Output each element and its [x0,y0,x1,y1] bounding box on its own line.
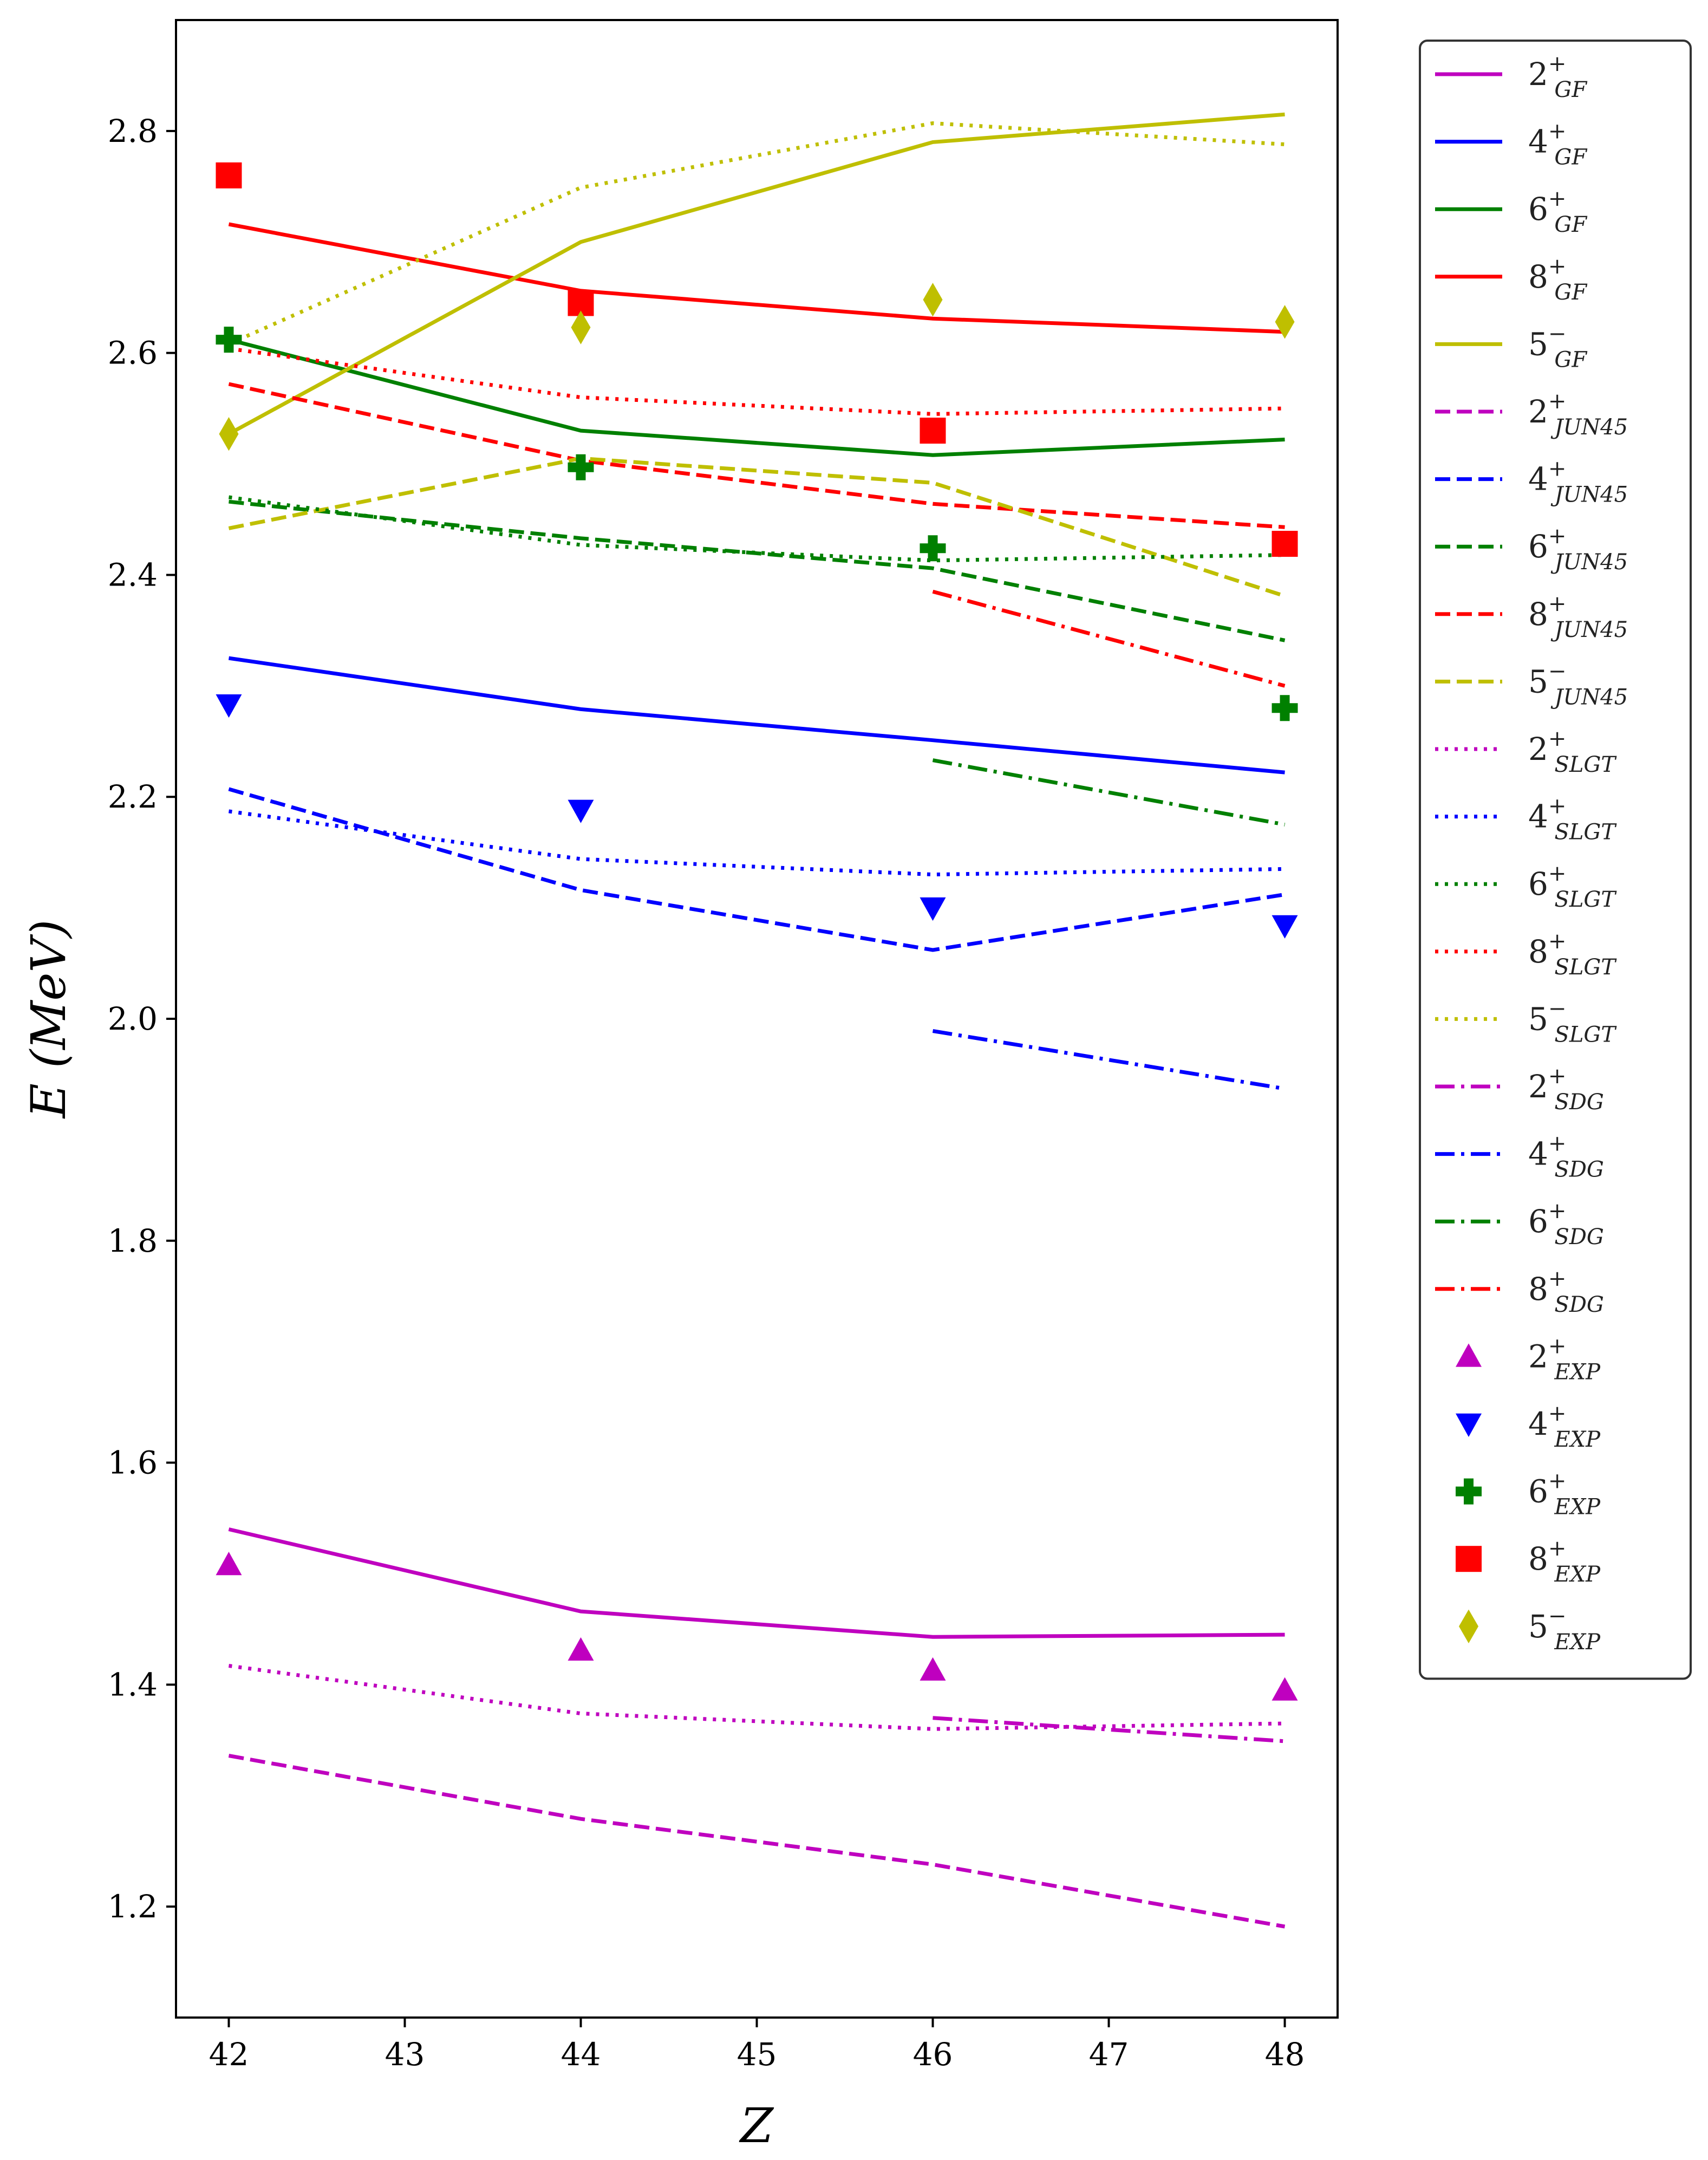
legend-label: 2+ EXP [1528,1333,1601,1384]
legend-marker [1456,1413,1482,1437]
series-line-2-minus-plus-gf [228,1527,1285,1639]
y-tick-label: 2.0 [108,1000,158,1037]
legend-marker [1456,1478,1482,1505]
series-line-8-minus-plus-slgt [229,347,1285,416]
data-point-exp-6 [1272,695,1298,721]
legend-label: 8+ GF [1528,254,1587,305]
x-axis-label: Z [739,2098,774,2154]
legend-frame [1419,40,1692,1680]
legend-label: 5− EXP [1528,1604,1601,1655]
legend-label: 6+ GF [1528,186,1587,237]
legend-label: 4+ GF [1528,119,1587,170]
data-point-exp-6 [920,535,946,562]
series-line-8-minus-plus-gf [228,222,1285,334]
x-tick-label: 43 [385,2036,425,2073]
series-line-2-minus-plus-sdg [933,1716,1285,1743]
data-point-exp-5 [923,283,943,317]
legend-label: 8+ SDG [1528,1266,1604,1317]
data-point-exp-6 [568,454,594,480]
data-point-exp-6 [216,327,242,353]
legend-label: 4+ JUN45 [1528,457,1628,508]
data-point-exp-2 [1272,1677,1298,1701]
legend-label: 8+ EXP [1528,1536,1601,1587]
legend-label: 4+ SLGT [1528,794,1617,845]
series-layer [227,112,1286,1929]
y-tick-label: 1.6 [108,1445,158,1481]
series-line-8-minus-plus-jun45 [228,382,1285,529]
x-tick-label: 46 [913,2036,953,2073]
x-tick-label: 48 [1265,2036,1305,2073]
x-tick-label: 45 [737,2036,777,2073]
legend-label: 6+ SLGT [1528,861,1617,912]
series-line-6-minus-plus-sdg [932,758,1286,827]
series-line-5-minus-jun45 [228,456,1286,598]
legend-label: 5− JUN45 [1528,659,1628,710]
series-line-4-minus-plus-sdg [932,1029,1286,1091]
legend-marker [1459,1609,1478,1643]
y-tick-label: 2.6 [108,335,158,372]
y-tick-label: 2.2 [108,778,158,815]
data-point-exp-2 [568,1637,594,1661]
legend-label: 2+ SDG [1528,1064,1604,1115]
data-point-exp-4 [920,897,946,921]
legend-label: 4+ EXP [1528,1401,1601,1452]
series-line-8-minus-plus-sdg [932,589,1286,688]
legend-label: 5− GF [1528,321,1587,372]
data-point-exp-4 [216,694,242,718]
legend-label: 6+ JUN45 [1528,524,1628,575]
legend-label: 2+ SLGT [1528,726,1617,777]
data-point-exp-8 [920,418,946,444]
legend-label: 6+ EXP [1528,1469,1601,1520]
series-line-2-minus-plus-jun45 [228,1754,1286,1929]
legend-label: 6+ SDG [1528,1199,1604,1250]
series-line-4-minus-plus-slgt [229,809,1285,877]
y-tick-label: 1.2 [108,1888,158,1925]
series-line-6-minus-plus-gf [228,337,1285,457]
data-point-exp-5 [571,310,591,344]
legend-label: 2+ GF [1528,51,1587,102]
y-tick-label: 1.8 [108,1222,158,1259]
axis-layer: 42 43 44 45 46 47 48 1.2 1.4 1.6 1.8 2.0 2.2 2.4 2.6 2.… [108,113,1305,2073]
x-tick-label: 47 [1089,2036,1129,2073]
legend-label: 8+ JUN45 [1528,591,1628,642]
legend-label: 5− SLGT [1528,996,1617,1047]
series-line-5-minus-slgt [228,121,1285,346]
data-point-exp-8 [216,162,242,188]
data-point-exp-2 [216,1552,242,1576]
series-line-4-minus-plus-gf [228,656,1285,775]
y-axis-label: E (MeV) [21,920,76,1120]
legend: 2+ GF 4+ GF 6+ GF 8+ GF 5− GF 2+ JUN45 4+ JUN45 6+ JUN4… [1419,40,1692,1680]
legend-marker [1456,1343,1482,1367]
legend-label: 8+ SLGT [1528,929,1617,980]
x-tick-label: 44 [561,2036,601,2073]
data-point-exp-2 [920,1657,946,1681]
legend-label: 2+ JUN45 [1528,389,1628,440]
data-point-exp-5 [1275,305,1295,339]
marker-layer [216,162,1298,1701]
legend-marker [1456,1546,1482,1572]
x-tick-label: 42 [209,2036,249,2073]
series-line-4-minus-plus-jun45 [228,787,1286,952]
series-line-5-minus-gf [227,112,1285,436]
data-point-exp-8 [1272,531,1298,557]
legend-label: 4+ SDG [1528,1131,1604,1182]
data-point-exp-4 [1272,915,1298,939]
data-point-exp-4 [568,799,594,823]
data-point-exp-5 [219,417,239,451]
y-tick-label: 2.4 [108,556,158,593]
series-line-2-minus-plus-slgt [229,1664,1285,1731]
series-line-6-minus-plus-slgt [229,495,1285,563]
y-tick-label: 1.4 [108,1666,158,1703]
y-tick-label: 2.8 [108,113,158,149]
